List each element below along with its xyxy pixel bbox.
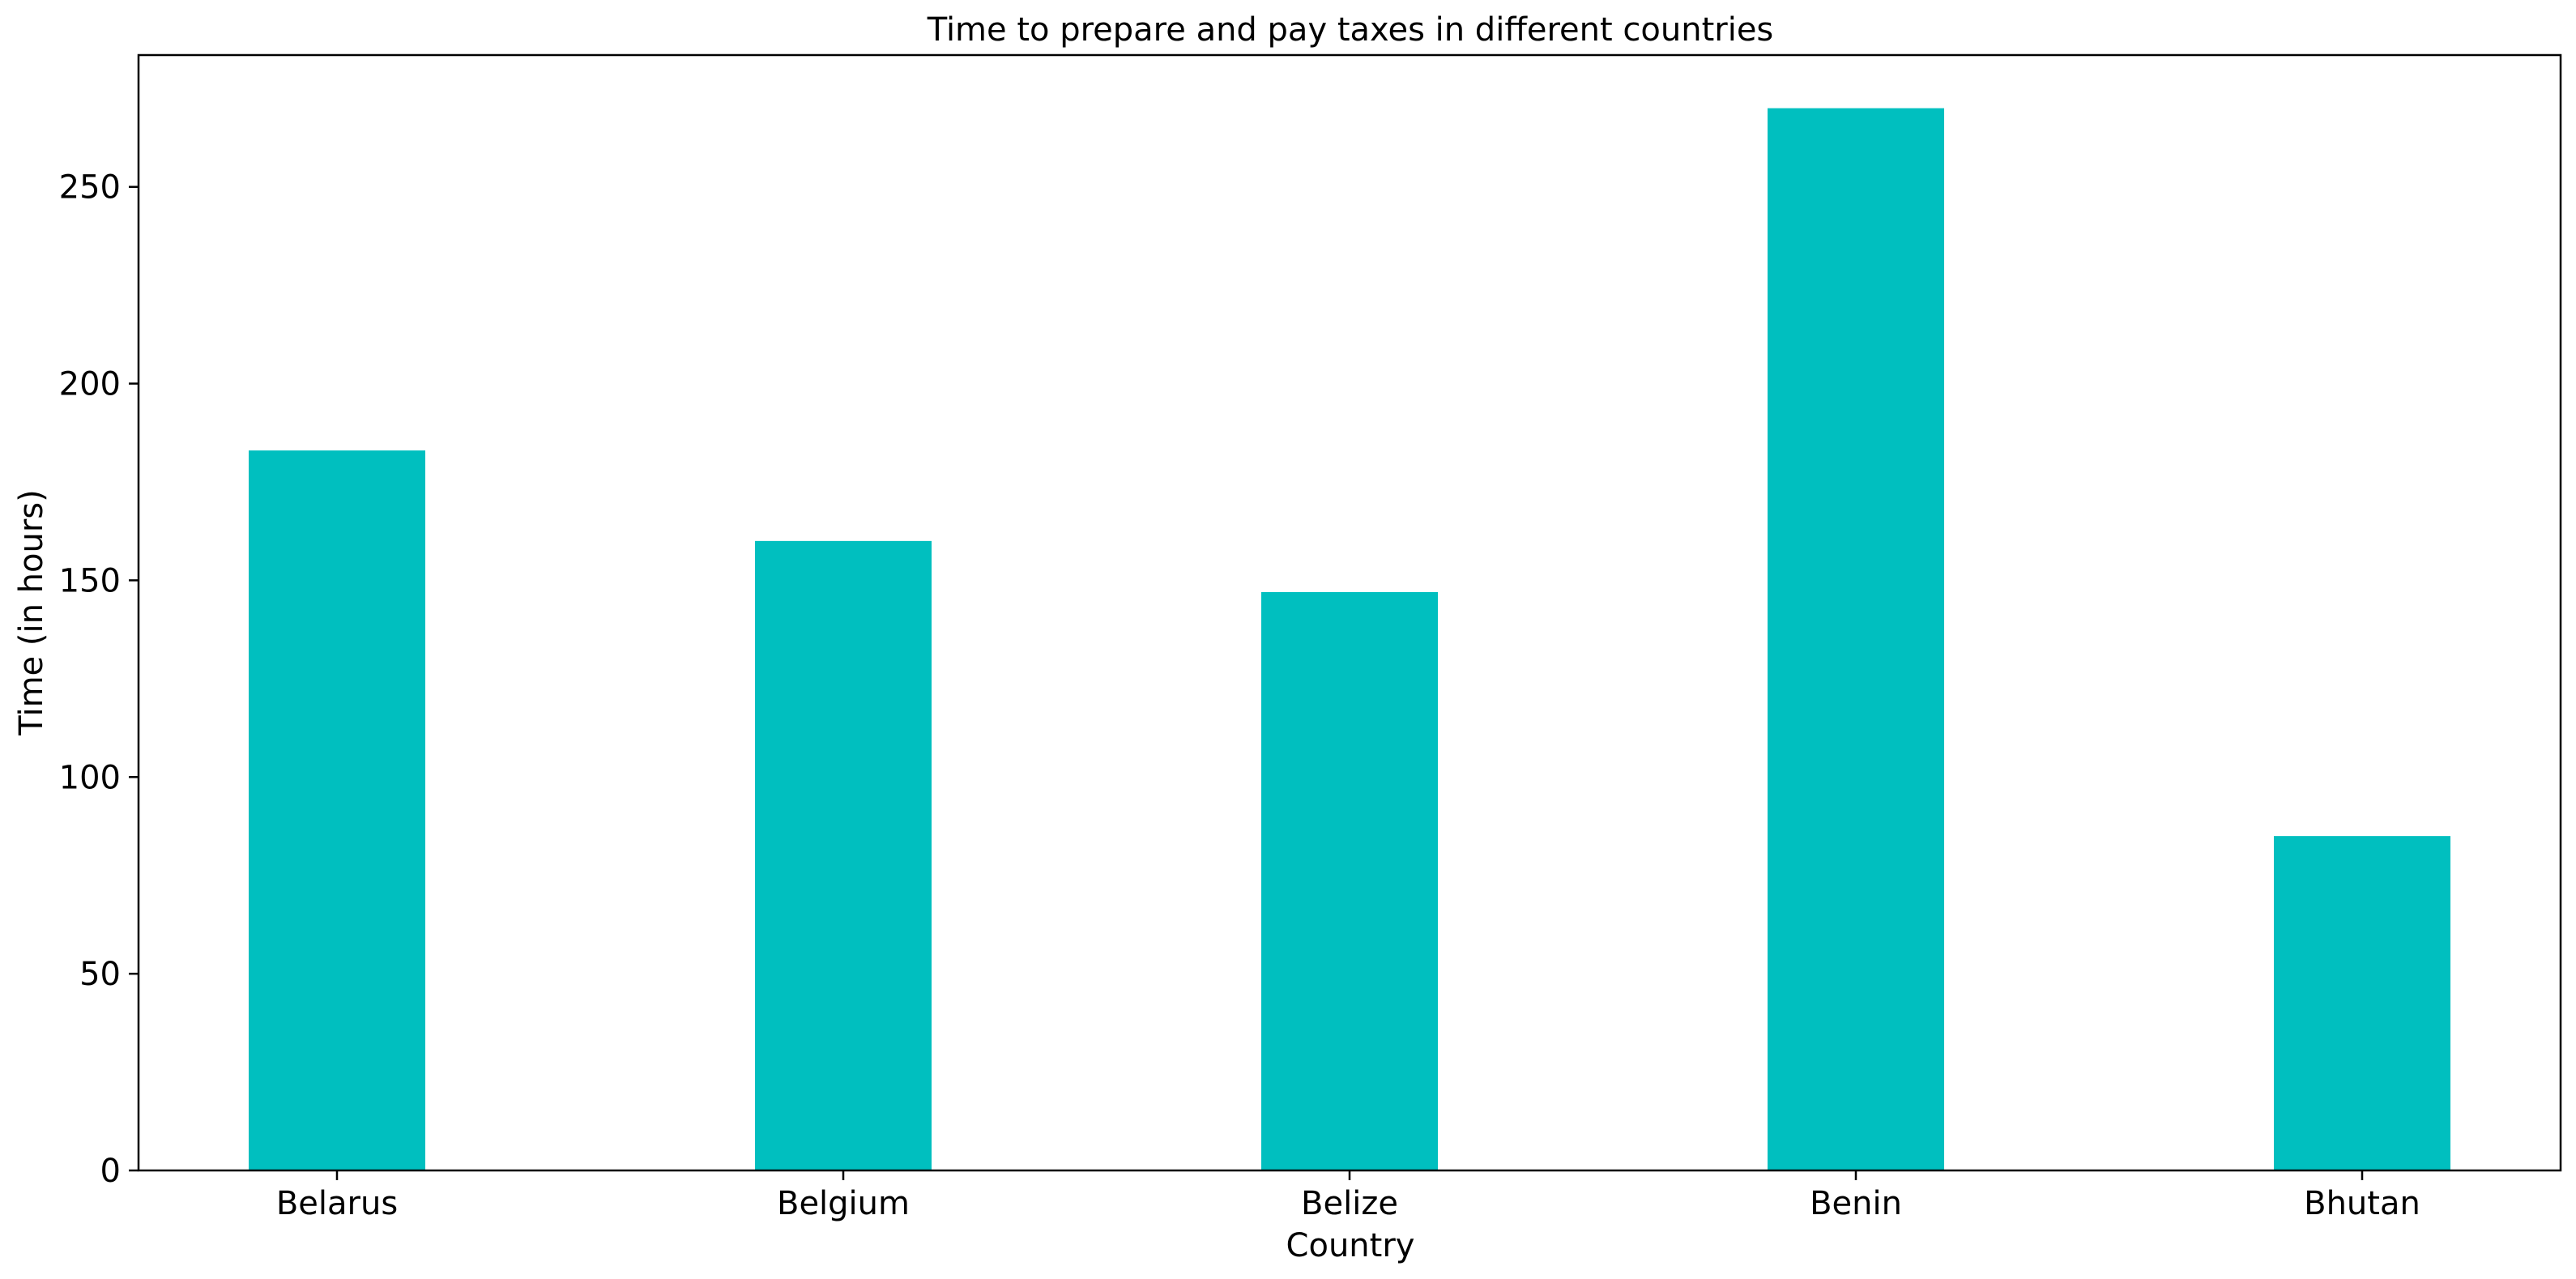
plot-frame xyxy=(137,53,2562,1172)
y-tick-label: 250 xyxy=(59,169,121,207)
bar-benin xyxy=(1768,108,1944,1171)
bar-belize xyxy=(1261,592,1438,1170)
y-axis-title: Time (in hours) xyxy=(13,489,50,735)
bar-bhutan xyxy=(2274,836,2450,1170)
x-axis: Belarus Belgium Belize Benin Bhutan xyxy=(276,1170,2420,1222)
x-tick-label: Bhutan xyxy=(2304,1185,2420,1222)
x-tick-label: Benin xyxy=(1810,1185,1902,1222)
y-tick-label: 200 xyxy=(59,366,121,403)
x-tick-label: Belarus xyxy=(276,1185,398,1222)
bar-belarus xyxy=(249,450,425,1170)
y-tick-label: 100 xyxy=(59,759,121,796)
y-axis: 0 50 100 150 200 250 xyxy=(59,169,139,1190)
x-tick-label: Belize xyxy=(1301,1185,1398,1222)
y-tick-label: 150 xyxy=(59,562,121,599)
x-tick-label: Belgium xyxy=(777,1185,910,1222)
chart-title: Time to prepare and pay taxes in differe… xyxy=(927,11,1774,49)
x-axis-title: Country xyxy=(1286,1227,1415,1264)
y-tick-label: 50 xyxy=(79,956,121,993)
y-tick-label: 0 xyxy=(100,1153,121,1190)
bar-belgium xyxy=(755,540,932,1170)
bars-layer xyxy=(249,108,2450,1171)
